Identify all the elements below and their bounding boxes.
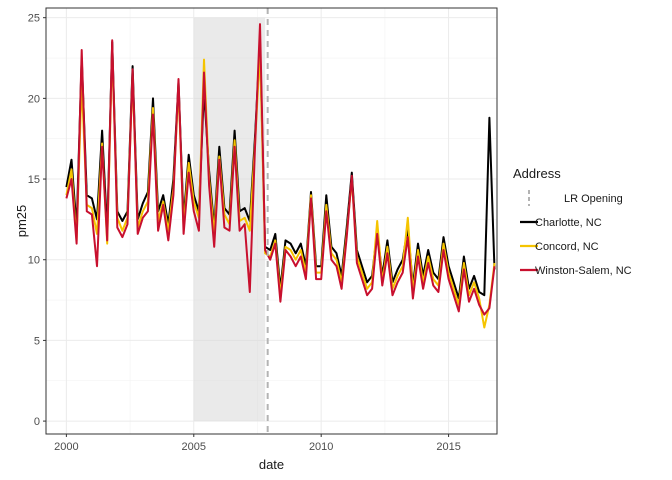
y-axis-ticks: 0 5 10 15 20 25 (28, 13, 46, 428)
plot-border (45, 7, 498, 435)
y-tick-label: 5 (34, 335, 40, 347)
series-line-1 (65, 49, 496, 329)
y-tick-label: 15 (28, 174, 40, 186)
legend-label-lr-opening: LR Opening (564, 193, 623, 205)
y-tick-label: 20 (28, 93, 40, 105)
legend-title: Address (513, 166, 561, 181)
series-layer (65, 23, 496, 329)
legend: Address LR Opening Charlotte, NC Concord, … (513, 166, 632, 277)
y-axis-label: pm25 (14, 205, 29, 238)
x-tick-label: 2015 (436, 441, 460, 453)
y-tick-label: 10 (28, 255, 40, 267)
x-axis-ticks: 2000 2005 2010 2015 (54, 434, 461, 453)
y-tick-label: 25 (28, 13, 40, 25)
legend-label-1: Concord, NC (535, 241, 599, 253)
legend-label-0: Charlotte, NC (535, 217, 602, 229)
x-tick-label: 2005 (182, 441, 206, 453)
x-tick-label: 2000 (54, 441, 78, 453)
x-axis-label: date (259, 457, 284, 472)
y-tick-label: 0 (34, 416, 40, 428)
x-tick-label: 2010 (309, 441, 333, 453)
legend-label-2: Winston-Salem, NC (535, 265, 632, 277)
series-line-2 (65, 23, 496, 316)
